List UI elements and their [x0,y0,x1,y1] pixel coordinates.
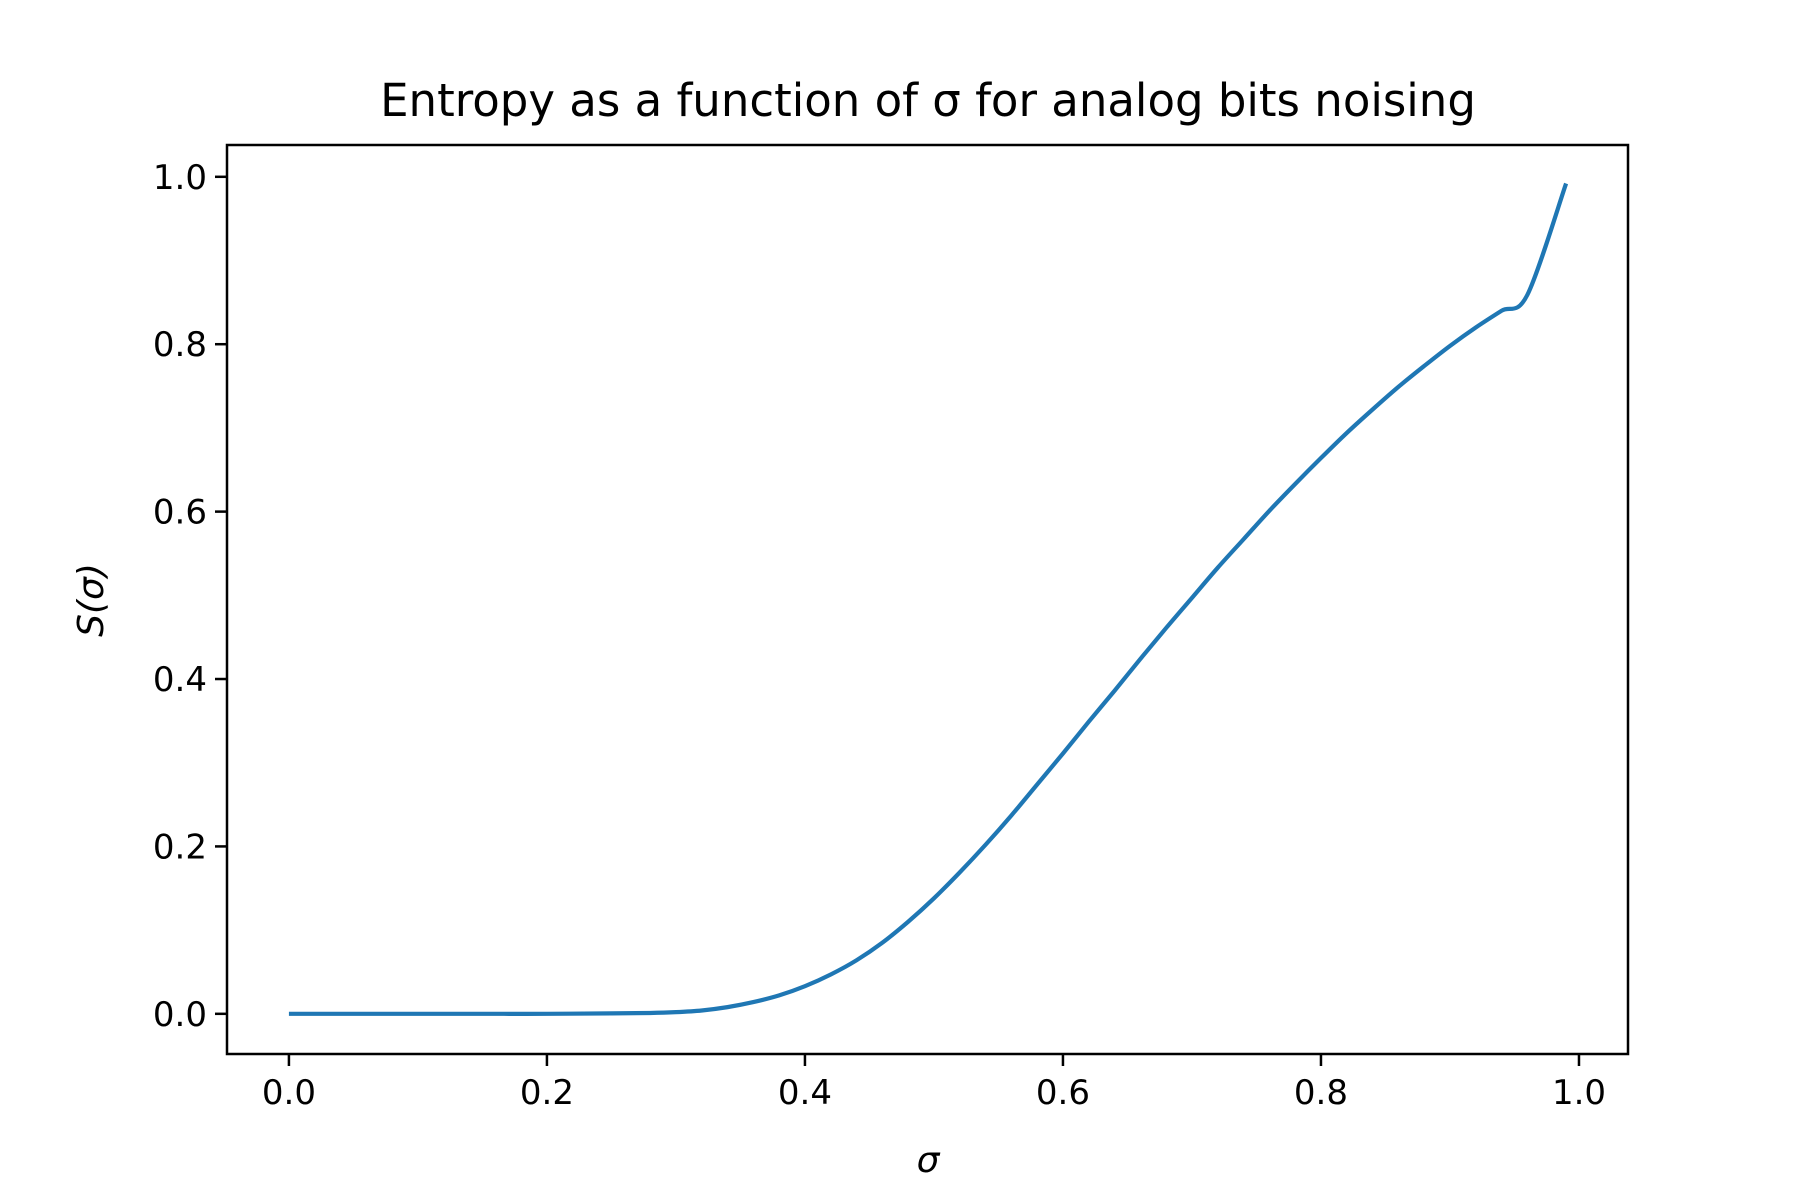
x-tick-label: 1.0 [1552,1073,1606,1113]
plot-frame [225,143,1630,1056]
y-axis: 0.0 0.2 0.4 0.6 0.8 1.0 [153,158,227,1035]
chart-title: Entropy as a function of σ for analog bi… [380,74,1476,127]
x-tick-label: 0.2 [520,1073,574,1113]
x-tick-label: 0.0 [262,1073,316,1113]
series-line [288,182,1569,1016]
x-axis-label: σ [917,1140,941,1181]
y-tick-label: 0.6 [153,493,207,533]
y-tick-label: 0.4 [153,660,207,700]
x-axis: 0.0 0.2 0.4 0.6 0.8 1.0 [262,1054,1606,1113]
y-tick-label: 0.2 [153,827,207,867]
y-tick-label: 0.8 [153,325,207,365]
x-tick-label: 0.4 [778,1073,832,1113]
x-tick-label: 0.6 [1036,1073,1090,1113]
y-tick-label: 1.0 [153,158,207,198]
y-tick-label: 0.0 [153,995,207,1035]
x-tick-label: 0.8 [1294,1073,1348,1113]
y-axis-label: S(σ) [71,563,112,637]
